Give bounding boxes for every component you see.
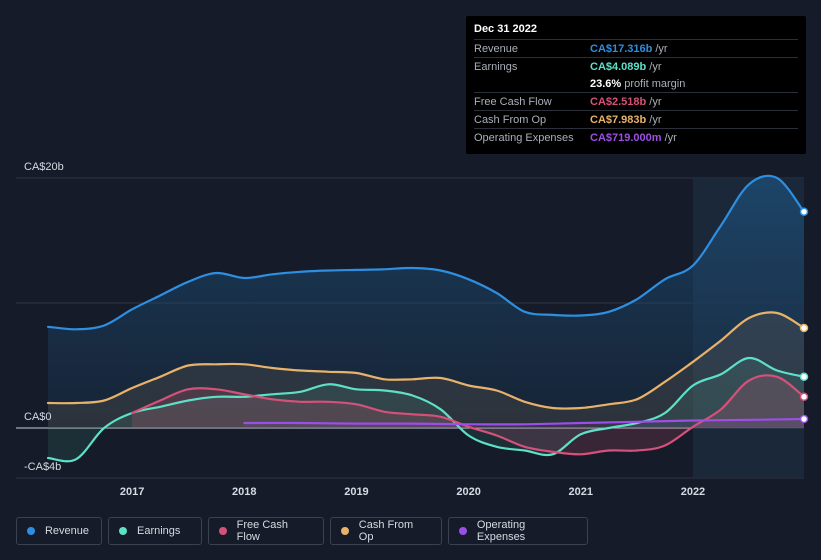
tooltip-value: CA$17.316b [590, 42, 653, 55]
tooltip-value: 23.6% [590, 77, 622, 90]
tooltip-row-revenue: Revenue CA$17.316b /yr [474, 39, 798, 57]
tooltip-value: CA$4.089b [590, 60, 647, 73]
tooltip-row-profit-margin: 23.6% profit margin [474, 75, 798, 92]
y-axis-labels: CA$20b CA$0 -CA$4b [24, 161, 64, 473]
operating-expenses-line [243, 417, 806, 426]
x-tick-label-2020: 2020 [456, 486, 480, 498]
tooltip-label: Cash From Op [474, 113, 547, 126]
tooltip-row-cash-from-op: Cash From Op CA$7.983b /yr [474, 110, 798, 128]
tooltip-unit: /yr [649, 113, 662, 126]
x-axis-labels: 2017 2018 2019 2020 2021 2022 [120, 486, 705, 498]
y-tick-label-bottom: -CA$4b [24, 461, 61, 473]
legend-dot-icon [27, 527, 35, 535]
legend-dot-icon [459, 527, 467, 535]
tooltip-label: Revenue [474, 42, 519, 55]
legend-item-operating-expenses[interactable]: Operating Expenses [448, 517, 588, 545]
tooltip-unit: /yr [649, 60, 662, 73]
chart-area: CA$20b CA$0 -CA$4b 2017 2018 2019 2020 2021 2… [16, 161, 809, 498]
earnings-line [46, 356, 806, 463]
operating-expenses-end-dot [799, 414, 809, 424]
legend: Revenue Earnings Free Cash Flow Cash Fro… [16, 517, 588, 545]
cash-from-op-end-dot [799, 323, 809, 333]
tooltip-label: Operating Expenses [474, 131, 574, 144]
x-tick-label-2021: 2021 [569, 486, 593, 498]
tooltip-row-operating-expenses: Operating Expenses CA$719.000m /yr [474, 128, 798, 146]
tooltip-unit: /yr [655, 42, 668, 55]
free-cash-flow-line [131, 374, 806, 456]
legend-item-earnings[interactable]: Earnings [108, 517, 202, 545]
legend-item-cash-from-op[interactable]: Cash From Op [330, 517, 442, 545]
free-cash-flow-area [132, 375, 805, 455]
tooltip-panel: Dec 31 2022 Revenue CA$17.316b /yr Earni… [466, 16, 806, 154]
tooltip-unit: /yr [649, 95, 662, 108]
free-cash-flow-end-dot [799, 392, 809, 401]
tooltip-row-earnings: Earnings CA$4.089b /yr [474, 57, 798, 75]
revenue-line [46, 174, 806, 331]
revenue-end-dot [799, 207, 809, 216]
earnings-end-dot [799, 372, 809, 381]
cash-from-op-line [46, 311, 806, 410]
x-tick-label-2017: 2017 [120, 486, 144, 498]
legend-label: Free Cash Flow [236, 519, 289, 543]
legend-item-free-cash-flow[interactable]: Free Cash Flow [208, 517, 324, 545]
legend-dot-icon [219, 527, 227, 535]
series-lines [46, 174, 806, 463]
tooltip-date: Dec 31 2022 [474, 23, 537, 35]
legend-dot-icon [341, 527, 349, 535]
tooltip-value: CA$7.983b [590, 113, 647, 126]
tooltip-row-free-cash-flow: Free Cash Flow CA$2.518b /yr [474, 92, 798, 110]
legend-label: Cash From Op [358, 519, 414, 543]
legend-label: Earnings [137, 525, 181, 537]
tooltip-value: CA$719.000m [590, 131, 662, 144]
earnings-area [48, 357, 804, 462]
y-tick-label-top: CA$20b [24, 161, 64, 173]
legend-label: Operating Expenses [476, 519, 526, 543]
legend-item-revenue[interactable]: Revenue [16, 517, 102, 545]
tooltip-label: Earnings [474, 60, 518, 73]
tooltip-value: CA$2.518b [590, 95, 647, 108]
tooltip-unit: profit margin [624, 77, 686, 90]
x-tick-label-2022: 2022 [681, 486, 705, 498]
series-areas [48, 175, 805, 462]
series-end-dots [799, 207, 809, 424]
x-tick-label-2018: 2018 [232, 486, 256, 498]
legend-dot-icon [119, 527, 127, 535]
x-tick-label-2019: 2019 [344, 486, 368, 498]
tooltip-label: Free Cash Flow [474, 95, 552, 108]
cash-from-op-area [48, 312, 804, 428]
y-tick-label-zero: CA$0 [24, 411, 52, 423]
legend-label: Revenue [44, 525, 89, 537]
tooltip-unit: /yr [664, 131, 677, 144]
